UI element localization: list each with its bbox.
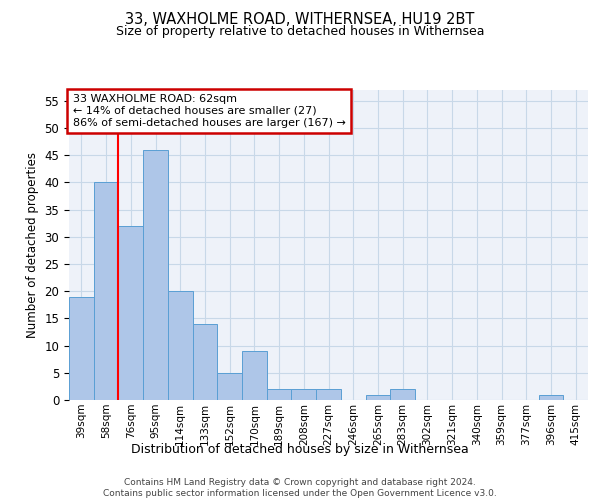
Bar <box>242 351 267 400</box>
Text: 33 WAXHOLME ROAD: 62sqm
← 14% of detached houses are smaller (27)
86% of semi-de: 33 WAXHOLME ROAD: 62sqm ← 14% of detache… <box>73 94 346 128</box>
Bar <box>267 389 292 400</box>
Bar <box>143 150 168 400</box>
Y-axis label: Number of detached properties: Number of detached properties <box>26 152 39 338</box>
Text: Size of property relative to detached houses in Withernsea: Size of property relative to detached ho… <box>116 25 484 38</box>
Bar <box>316 389 341 400</box>
Bar <box>69 296 94 400</box>
Text: Contains HM Land Registry data © Crown copyright and database right 2024.
Contai: Contains HM Land Registry data © Crown c… <box>103 478 497 498</box>
Bar <box>365 394 390 400</box>
Bar <box>292 389 316 400</box>
Bar <box>390 389 415 400</box>
Text: Distribution of detached houses by size in Withernsea: Distribution of detached houses by size … <box>131 442 469 456</box>
Bar <box>94 182 118 400</box>
Bar <box>217 373 242 400</box>
Bar <box>193 324 217 400</box>
Bar <box>539 394 563 400</box>
Bar <box>168 291 193 400</box>
Text: 33, WAXHOLME ROAD, WITHERNSEA, HU19 2BT: 33, WAXHOLME ROAD, WITHERNSEA, HU19 2BT <box>125 12 475 28</box>
Bar <box>118 226 143 400</box>
